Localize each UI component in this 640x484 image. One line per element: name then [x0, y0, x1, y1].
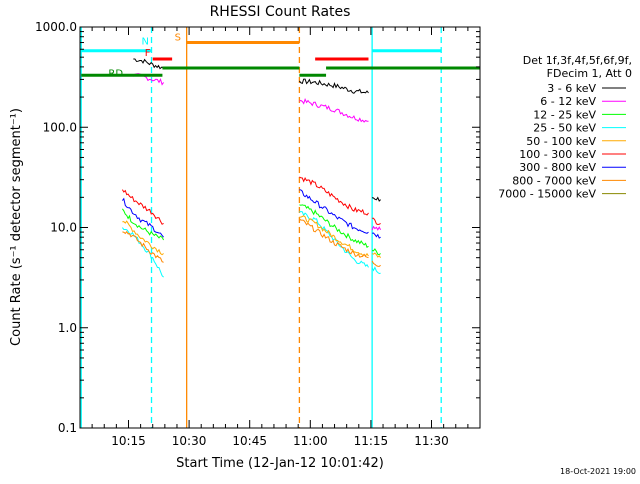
series-line-2-seg-2 — [371, 248, 381, 256]
y-tick-label: 0.1 — [58, 421, 77, 435]
series-line-2-seg-1 — [299, 204, 369, 248]
flag-label-f: F — [145, 48, 151, 59]
y-tick-label: 10.0 — [50, 221, 77, 235]
series-line-7-seg-0 — [122, 230, 164, 263]
series-line-0-seg-1 — [299, 78, 369, 94]
series-line-2-seg-0 — [121, 208, 165, 241]
legend-label: 25 - 50 keV — [533, 122, 596, 135]
legend-label: 800 - 7000 keV — [512, 174, 596, 187]
series-line-1-seg-2 — [371, 225, 382, 231]
flag-label-n: N — [142, 37, 149, 48]
legend-header-detectors: Det 1f,3f,4f,5f,6f,9f, — [522, 54, 632, 67]
series-line-6-seg-1 — [299, 189, 369, 234]
chart-title: RHESSI Count Rates — [210, 4, 351, 20]
x-axis-label: Start Time (12-Jan-12 10:01:42) — [176, 456, 384, 471]
y-axis-label: Count Rate (s⁻¹ detector segment⁻¹) — [9, 108, 24, 346]
legend-label: 300 - 800 keV — [519, 161, 596, 174]
series-line-6-seg-0 — [122, 197, 164, 238]
legend-header-decimation: FDecim 1, Att 0 — [546, 67, 632, 80]
legend-label: 3 - 6 keV — [547, 82, 596, 95]
y-tick-label: 1000.0 — [35, 20, 77, 34]
legend-label: 100 - 300 keV — [519, 148, 596, 161]
x-tick-label: 11:30 — [414, 434, 449, 448]
x-tick-label: 11:15 — [354, 434, 389, 448]
series-line-0-seg-0 — [133, 58, 164, 70]
x-tick-label: 11:00 — [293, 434, 328, 448]
flag-label-rd: RD — [108, 68, 123, 79]
y-tick-label: 100.0 — [43, 120, 77, 134]
legend-label: 7000 - 15000 keV — [498, 188, 596, 201]
series-line-6-seg-2 — [372, 232, 381, 239]
series-line-5-seg-1 — [299, 176, 369, 216]
series-line-0-seg-2 — [371, 196, 381, 202]
legend-label: 6 - 12 keV — [540, 95, 596, 108]
series-line-3-seg-0 — [121, 227, 164, 278]
series-line-3-seg-2 — [371, 266, 381, 275]
series-line-4-seg-2 — [371, 252, 382, 258]
x-tick-label: 10:30 — [172, 434, 207, 448]
y-tick-label: 1.0 — [58, 321, 77, 335]
series-line-1-seg-1 — [299, 97, 369, 123]
series-line-4-seg-0 — [122, 220, 164, 256]
flag-label-s: S — [175, 33, 181, 44]
legend-label: 12 - 25 keV — [533, 108, 596, 121]
footer-timestamp: 18-Oct-2021 19:00 — [560, 467, 636, 476]
x-tick-label: 10:45 — [232, 434, 267, 448]
legend-label: 50 - 100 keV — [526, 135, 596, 148]
series-line-1-seg-0 — [132, 73, 165, 86]
series-line-7-seg-2 — [371, 260, 381, 267]
series-line-5-seg-2 — [372, 217, 381, 226]
series-line-7-seg-1 — [299, 218, 369, 259]
series-line-5-seg-0 — [121, 189, 164, 225]
x-tick-label: 10:15 — [111, 434, 146, 448]
series-line-4-seg-1 — [299, 215, 369, 257]
